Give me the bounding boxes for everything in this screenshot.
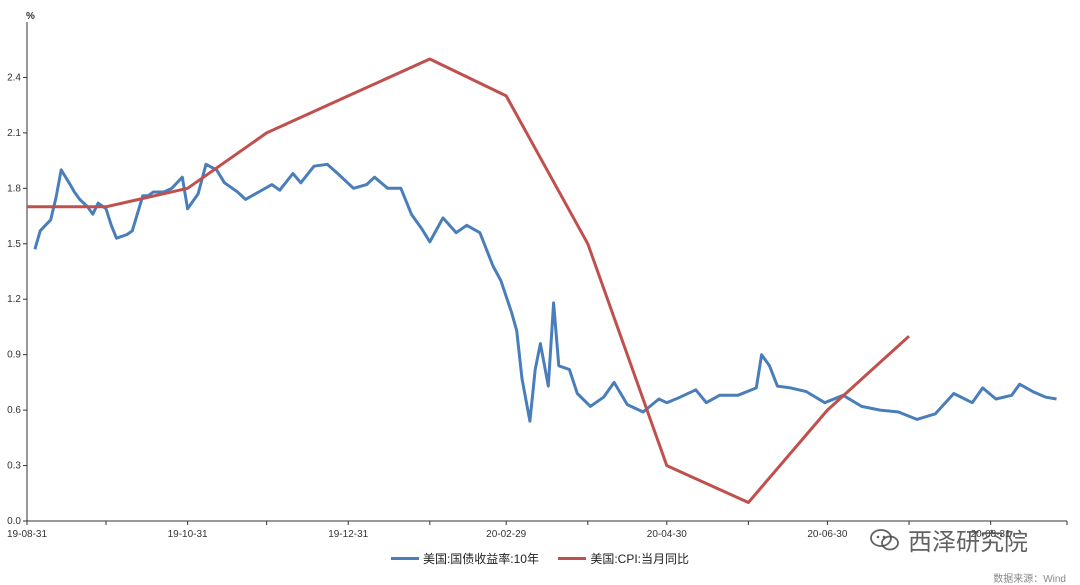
legend-swatch-red xyxy=(558,557,587,560)
watermark-text: 西泽研究院 xyxy=(908,528,1028,556)
wechat-icon xyxy=(870,528,899,550)
y-axis-ticks: 0.0 0.3 0.6 0.9 1.2 1.5 1.8 2.1 2.4 xyxy=(7,72,27,527)
y-tick-label: 2.4 xyxy=(7,72,21,83)
source-note: 数据来源：Wind xyxy=(993,574,1066,585)
watermark: 西泽研究院 xyxy=(870,522,1028,557)
y-tick-label: 1.8 xyxy=(7,183,21,194)
x-tick-label: 20-08-31 xyxy=(971,529,1011,540)
legend: 美国:国债收益率:10年 美国:CPI:当月同比 xyxy=(0,549,1080,567)
legend-item-treasury: 美国:国债收益率:10年 xyxy=(390,550,539,567)
y-tick-label: 0.6 xyxy=(7,405,21,416)
series-layer xyxy=(27,57,1057,504)
y-tick-label: 2.1 xyxy=(7,128,21,139)
x-tick-label: 20-02-29 xyxy=(486,529,526,540)
x-tick-label: 20-06-30 xyxy=(807,529,847,540)
x-tick-label: 19-10-31 xyxy=(168,529,208,540)
y-tick-label: 0.0 xyxy=(7,516,21,527)
y-tick-label: 0.9 xyxy=(7,350,21,361)
y-unit-label: % xyxy=(26,11,35,22)
x-tick-label: 20-04-30 xyxy=(647,529,687,540)
legend-swatch-blue xyxy=(390,557,419,560)
y-tick-label: 0.3 xyxy=(7,461,21,472)
x-axis-ticks: 19-08-31 19-10-31 19-12-31 20-02-29 20-04-30… xyxy=(7,521,1068,540)
x-tick-label: 19-12-31 xyxy=(328,529,368,540)
series-line-treasury-yield xyxy=(33,162,1057,423)
y-tick-label: 1.2 xyxy=(7,294,21,305)
y-tick-label: 1.5 xyxy=(7,239,21,250)
legend-item-cpi: 美国:CPI:当月同比 xyxy=(558,550,689,567)
legend-label-cpi: 美国:CPI:当月同比 xyxy=(590,552,690,566)
legend-label-treasury: 美国:国债收益率:10年 xyxy=(422,552,539,566)
x-tick-label: 19-08-31 xyxy=(7,529,47,540)
series-line-cpi xyxy=(27,57,911,504)
